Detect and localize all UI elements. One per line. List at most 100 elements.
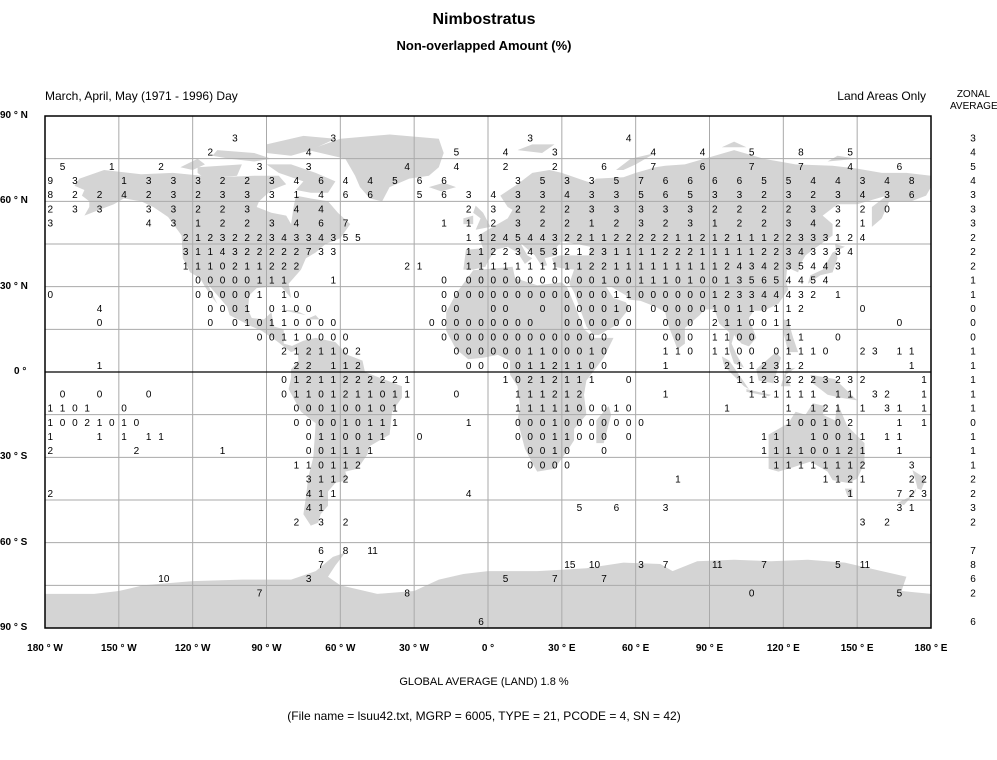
cell-value: 2 [651,233,657,244]
cell-value: 4 [564,190,570,201]
cell-value: 0 [577,404,583,415]
cell-value: 0 [651,290,657,301]
cell-value: 0 [454,304,460,315]
cell-value: 2 [786,233,792,244]
cell-value: 0 [687,347,693,358]
cell-value: 2 [737,204,743,215]
cell-value: 0 [294,318,300,329]
cell-value: 3 [171,219,177,230]
cell-value: 6 [441,176,447,187]
zonal-average-value: 3 [970,190,976,201]
cell-value: 5 [847,148,853,159]
cell-value: 1 [577,261,583,272]
cell-value: 2 [626,233,632,244]
cell-value: 3 [921,489,927,500]
cell-value: 3 [786,219,792,230]
cell-value: 3 [810,247,816,258]
cell-value: 5 [515,233,521,244]
cell-value: 3 [552,148,558,159]
cell-value: 2 [847,418,853,429]
cell-value: 1 [786,304,792,315]
cell-value: 5 [540,247,546,258]
cell-value: 3 [823,375,829,386]
cell-value: 1 [269,318,275,329]
cell-value: 1 [564,375,570,386]
land-baffin-island [266,164,336,193]
cell-value: 0 [478,318,484,329]
cell-value: 1 [552,404,558,415]
cell-value: 1 [84,404,90,415]
cell-value: 4 [798,276,804,287]
cell-value: 3 [183,247,189,258]
cell-value: 0 [589,290,595,301]
cell-value: 4 [121,190,127,201]
land-new-guinea [810,374,858,401]
cell-value: 0 [306,404,312,415]
cell-value: 3 [515,176,521,187]
cell-value: 1 [281,276,287,287]
cell-value: 1 [318,375,324,386]
cell-value: 3 [171,176,177,187]
cell-value: 1 [847,389,853,400]
cell-value: 4 [847,247,853,258]
cell-value: 1 [331,389,337,400]
cell-value: 3 [146,204,152,215]
cell-value: 1 [749,304,755,315]
cell-value: 2 [84,418,90,429]
cell-value: 1 [737,233,743,244]
cell-value: 1 [503,375,509,386]
cell-value: 2 [712,204,718,215]
cell-value: 1 [921,375,927,386]
cell-value: 2 [491,219,497,230]
cell-value: 0 [601,446,607,457]
cell-value: 0 [601,432,607,443]
cell-value: 1 [343,460,349,471]
cell-value: 2 [343,375,349,386]
land-ireland [463,215,474,225]
cell-value: 7 [897,489,903,500]
cell-value: 1 [392,418,398,429]
cell-value: 4 [306,148,312,159]
cell-value: 0 [454,347,460,358]
cell-value: 0 [774,347,780,358]
cell-value: 8 [343,546,349,557]
cell-value: 0 [146,389,152,400]
cell-value: 5 [577,503,583,514]
cell-value: 0 [589,318,595,329]
cell-value: 2 [823,404,829,415]
cell-value: 4 [404,162,410,173]
cell-value: 3 [306,475,312,486]
cell-value: 2 [281,347,287,358]
cell-value: 1 [466,247,472,258]
cell-value: 1 [810,389,816,400]
cell-value: 2 [909,489,915,500]
cell-value: 1 [712,347,718,358]
cell-value: 1 [823,418,829,429]
cell-value: 2 [220,204,226,215]
cell-value: 4 [823,261,829,272]
lon-label-120w: 120 ° W [174,643,211,654]
cell-value: 0 [257,332,263,343]
cell-value: 1 [220,446,226,457]
cell-value: 1 [761,432,767,443]
cell-value: 0 [478,276,484,287]
cell-value: 3 [552,247,558,258]
cell-value: 3 [257,162,263,173]
cell-value: 3 [589,176,595,187]
cell-value: 1 [860,475,866,486]
cell-value: 0 [355,418,361,429]
map-title: Nimbostratus [432,11,536,28]
cell-value: 1 [749,233,755,244]
cell-value: 0 [589,418,595,429]
cell-value: 3 [712,190,718,201]
cell-value: 0 [306,318,312,329]
cell-value: 0 [343,332,349,343]
cell-value: 3 [810,233,816,244]
cell-value: 3 [601,247,607,258]
cell-value: 1 [909,347,915,358]
cell-value: 1 [60,404,66,415]
cell-value: 2 [294,517,300,528]
cell-value: 3 [540,190,546,201]
lon-label-30w: 30 ° W [399,643,430,654]
zonal-average-value: 0 [970,418,976,429]
